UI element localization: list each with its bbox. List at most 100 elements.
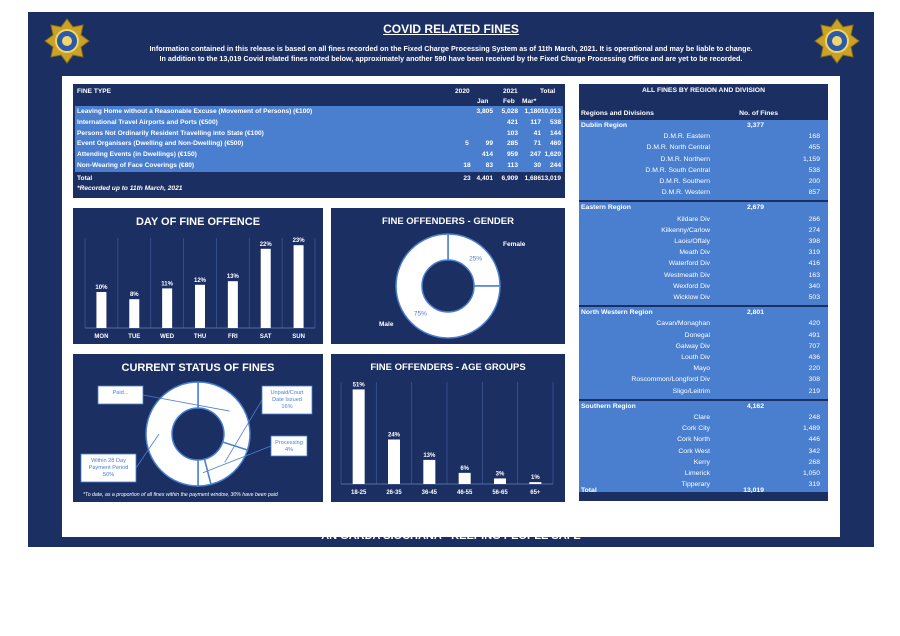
data-label: 10% xyxy=(95,285,108,291)
status-chart-footnote: *To date, as a proportion of all fines w… xyxy=(83,492,278,498)
region-header-row: Eastern Region 2,679 xyxy=(579,203,828,214)
fines-total-feb: 6,909 xyxy=(501,175,518,182)
region-header-row: Dublin Region 3,377 xyxy=(579,121,828,132)
fines-cell-mar: 41 xyxy=(533,129,541,137)
fines-row: Non-Wearing of Face Coverings (€80) 18 83 1… xyxy=(75,161,563,172)
callout-text: Paid... xyxy=(113,390,129,396)
division-name: Kildare Div xyxy=(677,215,710,223)
fines-col-feb: Feb xyxy=(503,98,515,105)
division-row: Cork North 446 xyxy=(579,435,828,446)
fines-row: International Travel Airports and Ports … xyxy=(75,118,563,129)
division-row: Limerick 1,050 xyxy=(579,469,828,480)
division-name: Cork North xyxy=(677,436,710,444)
fines-cell-type: Attending Events (in Dwellings) (€150) xyxy=(77,151,197,159)
tick-label: SAT xyxy=(260,334,272,340)
regions-total-label: Total xyxy=(581,487,597,494)
division-name: D.M.R. Southern xyxy=(659,178,710,185)
division-name: Tipperary xyxy=(681,481,710,489)
division-value: 200 xyxy=(808,178,820,185)
division-row: Roscommon/Longford Div 308 xyxy=(579,375,828,386)
fines-cell-feb: 285 xyxy=(506,140,518,148)
region-header-row: Southern Region 4,162 xyxy=(579,402,828,413)
fines-total-total: 13,019 xyxy=(540,175,561,182)
fines-cell-feb: 103 xyxy=(506,129,518,137)
fines-table-header: FINE TYPE 2020 2021 Total Jan Feb Mar* xyxy=(75,86,563,106)
division-row: D.M.R. Southern 200 xyxy=(579,177,828,188)
header-info-line1: Information contained in this release is… xyxy=(149,44,753,53)
division-row: Kerry 268 xyxy=(579,458,828,469)
fines-cell-total: 1,620 xyxy=(544,151,561,159)
division-row: Louth Div 436 xyxy=(579,353,828,364)
callout-box xyxy=(270,435,308,457)
fines-cell-y2020: 5 xyxy=(465,140,469,148)
division-row: Clare 248 xyxy=(579,413,828,424)
pie-slice xyxy=(203,441,249,486)
division-name: Mayo xyxy=(693,365,710,373)
region-total: 3,377 xyxy=(746,122,764,129)
region-name: North Western Region xyxy=(581,309,653,317)
bar xyxy=(195,284,205,328)
region-total: 2,679 xyxy=(746,204,764,212)
pie-slice xyxy=(197,381,251,452)
data-label: 8% xyxy=(130,292,139,298)
bar xyxy=(129,299,140,328)
data-label: 1% xyxy=(531,475,540,481)
bar xyxy=(96,292,107,328)
division-name: Meath Div xyxy=(679,249,710,257)
page-title: COVID RELATED FINES xyxy=(383,22,519,36)
fines-col-total: Total xyxy=(540,88,556,95)
age-chart: 51% 18-25 24% 26-35 13% 36-45 6% 46-55 3% 56-65 1%… xyxy=(340,382,554,496)
division-value: 1,159 xyxy=(802,155,820,163)
bar xyxy=(260,248,271,328)
fines-cell-jan: 99 xyxy=(485,140,493,148)
fines-total-row: Total 23 4,401 6,909 1,686 13,019 *Recor… xyxy=(75,172,563,196)
leader-line xyxy=(142,394,230,412)
division-value: 268 xyxy=(808,458,820,466)
division-name: Galway Div xyxy=(675,342,710,350)
division-name: D.M.R. Eastern xyxy=(663,133,710,141)
tick-label: TUE xyxy=(128,334,140,340)
region-block: Dublin Region 3,377 D.M.R. Eastern 168 D.M.R… xyxy=(579,120,828,201)
division-value: 248 xyxy=(808,413,820,421)
fines-col-type: FINE TYPE xyxy=(77,88,112,95)
division-row: Waterford Div 416 xyxy=(579,259,828,270)
callout-text: Date Issued xyxy=(272,397,302,403)
division-name: Sligo/Leitrim xyxy=(672,387,710,395)
division-value: 503 xyxy=(808,293,820,301)
division-name: Laois/Offaly xyxy=(674,237,710,245)
tick-label: SUN xyxy=(292,334,305,340)
bar xyxy=(458,472,471,484)
region-header-row: North Western Region 2,801 xyxy=(579,308,828,319)
division-name: Kerry xyxy=(693,458,710,466)
regions-total-value: 13,019 xyxy=(743,487,764,494)
callout-box xyxy=(97,385,144,405)
bar xyxy=(162,288,173,328)
callout-text: Payment Period xyxy=(89,465,129,471)
division-row: Galway Div 707 xyxy=(579,342,828,353)
division-row: Cavan/Monaghan 420 xyxy=(579,319,828,330)
fines-total-label: Total xyxy=(77,175,93,182)
division-value: 857 xyxy=(808,189,820,197)
fines-col-2020: 2020 xyxy=(455,88,470,95)
division-name: Roscommon/Longford Div xyxy=(631,376,710,384)
slice-label: 25% xyxy=(469,255,482,262)
division-row: Laois/Offaly 398 xyxy=(579,237,828,248)
day-chart: 10% MON 8% TUE 11% WED 12% THU 13% FRI 22% SAT 23% SU… xyxy=(84,238,316,340)
bar xyxy=(388,439,400,484)
fines-cell-total: 144 xyxy=(549,129,561,137)
division-row: Kildare Div 266 xyxy=(579,215,828,226)
tick-label: 46-55 xyxy=(457,490,473,496)
fines-footnote: *Recorded up to 11th March, 2021 xyxy=(77,185,183,192)
fines-cell-mar: 117 xyxy=(530,118,541,126)
division-name: D.M.R. South Central xyxy=(645,166,710,174)
tick-label: 18-25 xyxy=(351,490,367,496)
fines-row: Persons Not Ordinarily Resident Travelli… xyxy=(75,129,563,140)
fines-cell-total: 244 xyxy=(549,162,561,169)
callout-text: 50% xyxy=(103,472,114,478)
fines-col-2021: 2021 xyxy=(503,88,518,95)
region-total: 4,162 xyxy=(746,402,764,410)
data-label: 24% xyxy=(388,432,401,438)
gender-chart-title: FINE OFFENDERS - GENDER xyxy=(382,216,514,227)
leader-line xyxy=(224,399,263,463)
fines-cell-type: Leaving Home without a Reasonable Excuse… xyxy=(77,108,313,115)
